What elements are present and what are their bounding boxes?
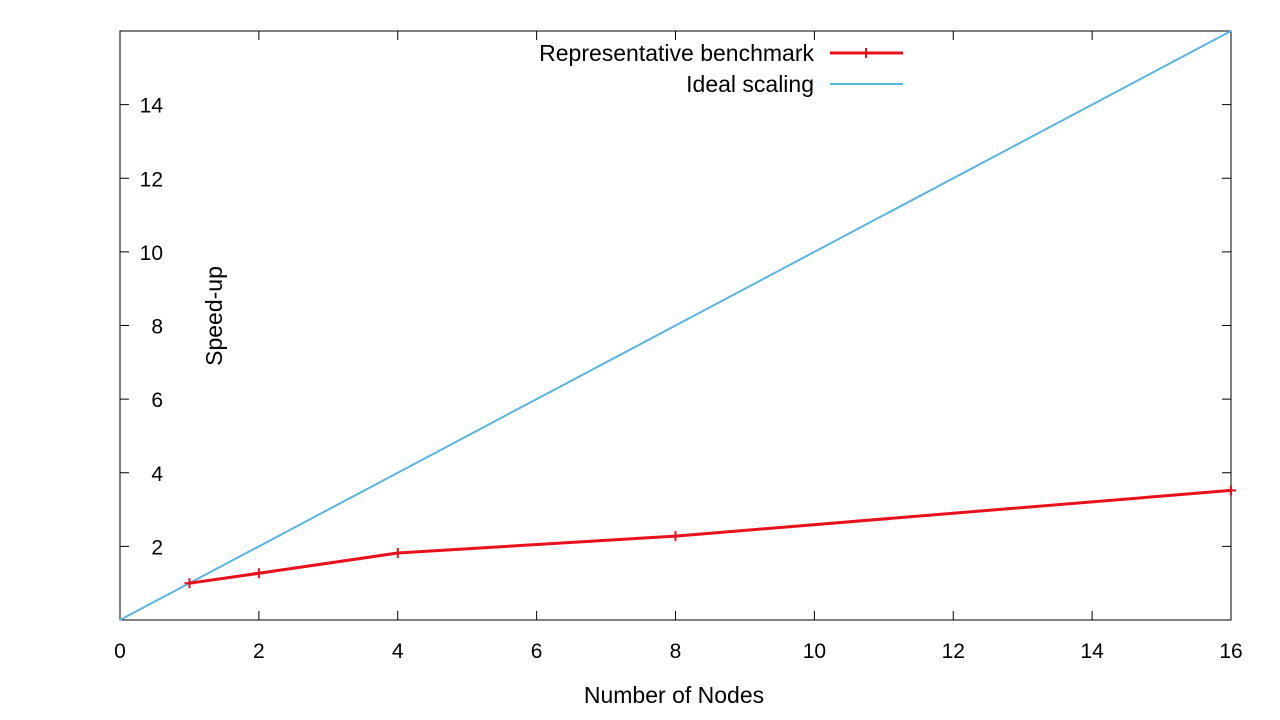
legend-label: Ideal scaling bbox=[686, 71, 814, 97]
x-axis: 0 2 4 6 8 10 12 14 16 bbox=[114, 31, 1243, 663]
x-tick-label: 0 bbox=[114, 640, 126, 663]
y-tick-label: 2 bbox=[151, 536, 163, 559]
x-tick-label: 4 bbox=[392, 640, 404, 663]
y-tick-label: 12 bbox=[140, 168, 163, 191]
benchmark-point bbox=[253, 568, 264, 579]
y-tick-label: 8 bbox=[151, 316, 163, 339]
benchmark-line bbox=[189, 488, 1232, 585]
legend: Representative benchmark Ideal scaling bbox=[539, 40, 903, 97]
series-layer bbox=[119, 30, 1236, 621]
x-tick-label: 14 bbox=[1080, 640, 1104, 663]
y-tick-label: 6 bbox=[151, 389, 163, 412]
y-tick-label: 14 bbox=[140, 95, 164, 118]
y-axis-label: Speed-up bbox=[201, 266, 227, 366]
x-axis-label: Number of Nodes bbox=[584, 682, 764, 708]
x-tick-label: 8 bbox=[670, 640, 682, 663]
x-tick-label: 2 bbox=[253, 640, 265, 663]
y-axis: 2 4 6 8 10 12 14 bbox=[120, 95, 1231, 559]
y-tick-label: 4 bbox=[151, 463, 163, 486]
benchmark-point bbox=[1226, 485, 1236, 496]
legend-label: Representative benchmark bbox=[539, 40, 814, 66]
ideal-scaling-line bbox=[119, 30, 1232, 621]
x-tick-label: 12 bbox=[942, 640, 965, 663]
x-tick-label: 6 bbox=[531, 640, 543, 663]
benchmark-point bbox=[184, 578, 195, 589]
benchmark-point bbox=[670, 531, 681, 542]
benchmark-point bbox=[392, 548, 403, 559]
x-tick-label: 10 bbox=[803, 640, 826, 663]
y-tick-label: 10 bbox=[140, 242, 163, 265]
x-tick-label: 16 bbox=[1219, 640, 1242, 663]
